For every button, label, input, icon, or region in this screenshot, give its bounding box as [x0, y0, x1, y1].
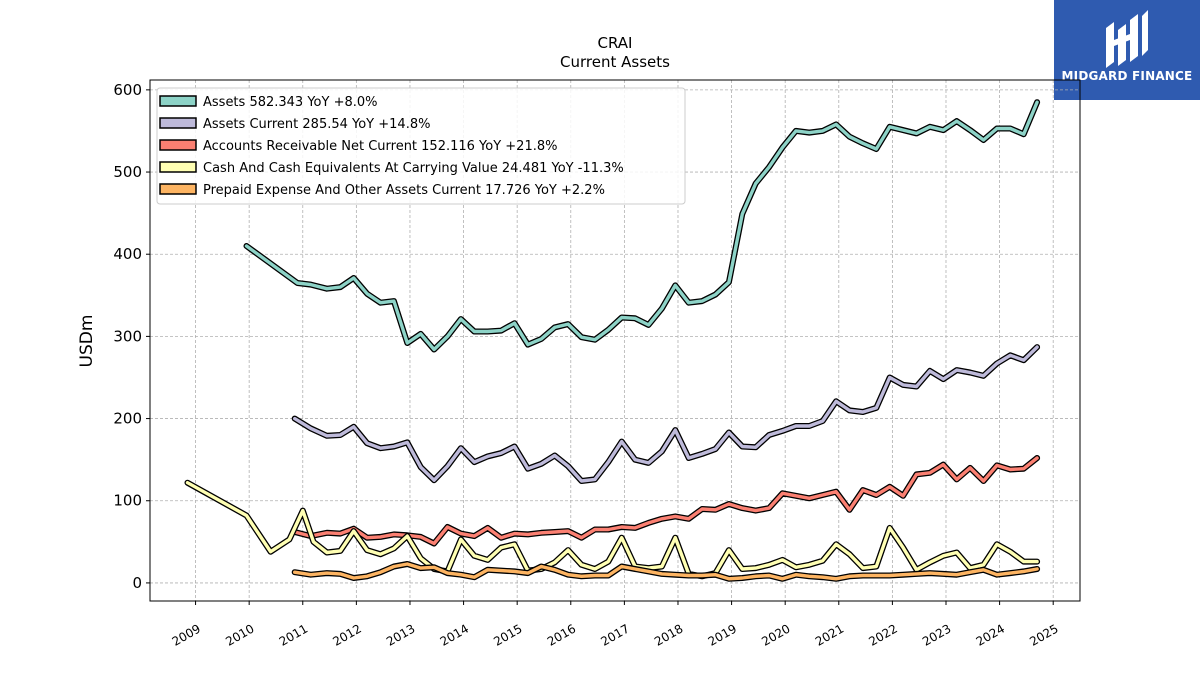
x-tick-label: 2009	[170, 621, 203, 648]
x-tick-label: 2018	[652, 621, 685, 648]
y-tick-label: 500	[113, 163, 142, 181]
series-line	[244, 100, 1039, 352]
y-tick-label: 0	[132, 574, 142, 592]
y-tick-label: 100	[113, 492, 142, 510]
x-tick-label: 2011	[277, 621, 310, 648]
series-line-outline	[291, 344, 1041, 484]
legend-entry: Assets Current 285.54 YoY +14.8%	[203, 117, 430, 132]
x-tick-label: 2020	[759, 621, 792, 648]
logo-mark-icon	[1106, 10, 1148, 68]
x-tick-label: 2010	[223, 621, 256, 648]
legend-swatch	[159, 161, 197, 173]
x-tick-label: 2022	[866, 621, 899, 648]
x-tick-label: 2016	[545, 621, 578, 648]
legend-box	[156, 87, 686, 205]
legend-swatch	[159, 183, 197, 195]
y-tick-label: 200	[113, 410, 142, 428]
series-line	[293, 562, 1039, 581]
chart-subtitle: Current Assets	[560, 53, 670, 71]
legend-swatch	[159, 95, 197, 107]
x-tick-label: 2023	[920, 621, 953, 648]
y-tick-label: 600	[113, 81, 142, 99]
x-tick-label: 2017	[598, 621, 631, 648]
x-tick-label: 2014	[438, 621, 471, 648]
series-line	[293, 345, 1039, 483]
y-axis-label: USDm	[77, 315, 97, 368]
legend-entry: Cash And Cash Equivalents At Carrying Va…	[203, 161, 624, 176]
x-tick-label: 2024	[974, 621, 1007, 648]
legend-entry: Assets 582.343 YoY +8.0%	[203, 95, 378, 110]
chart-title: CRAI	[598, 34, 633, 52]
logo-text: MIDGARD FINANCE	[1061, 69, 1193, 83]
legend: Assets 582.343 YoY +8.0% Assets Current 2…	[156, 87, 686, 205]
legend-swatch	[159, 117, 197, 129]
x-tick-label: 2013	[384, 621, 417, 648]
y-axis: 0 100 200 300 400 500 600	[113, 81, 150, 592]
legend-swatch	[159, 139, 197, 151]
x-tick-label: 2021	[813, 621, 846, 648]
x-axis: 2009 2010 2011 2012 2013 2014 2015 2016 2017 2018…	[170, 601, 1061, 649]
series-line	[293, 456, 1039, 546]
x-tick-label: 2012	[330, 621, 363, 648]
legend-entry: Prepaid Expense And Other Assets Current…	[203, 183, 605, 198]
x-tick-label: 2015	[491, 621, 524, 648]
y-tick-label: 400	[113, 245, 142, 263]
x-tick-label: 2019	[706, 621, 739, 648]
plot-frame	[149, 79, 1081, 602]
x-tick-label: 2025	[1027, 621, 1060, 648]
series-layer	[184, 99, 1041, 582]
legend-entry: Accounts Receivable Net Current 152.116 …	[203, 139, 558, 154]
y-tick-label: 300	[113, 327, 142, 345]
brand-logo: MIDGARD FINANCE	[1054, 0, 1200, 100]
